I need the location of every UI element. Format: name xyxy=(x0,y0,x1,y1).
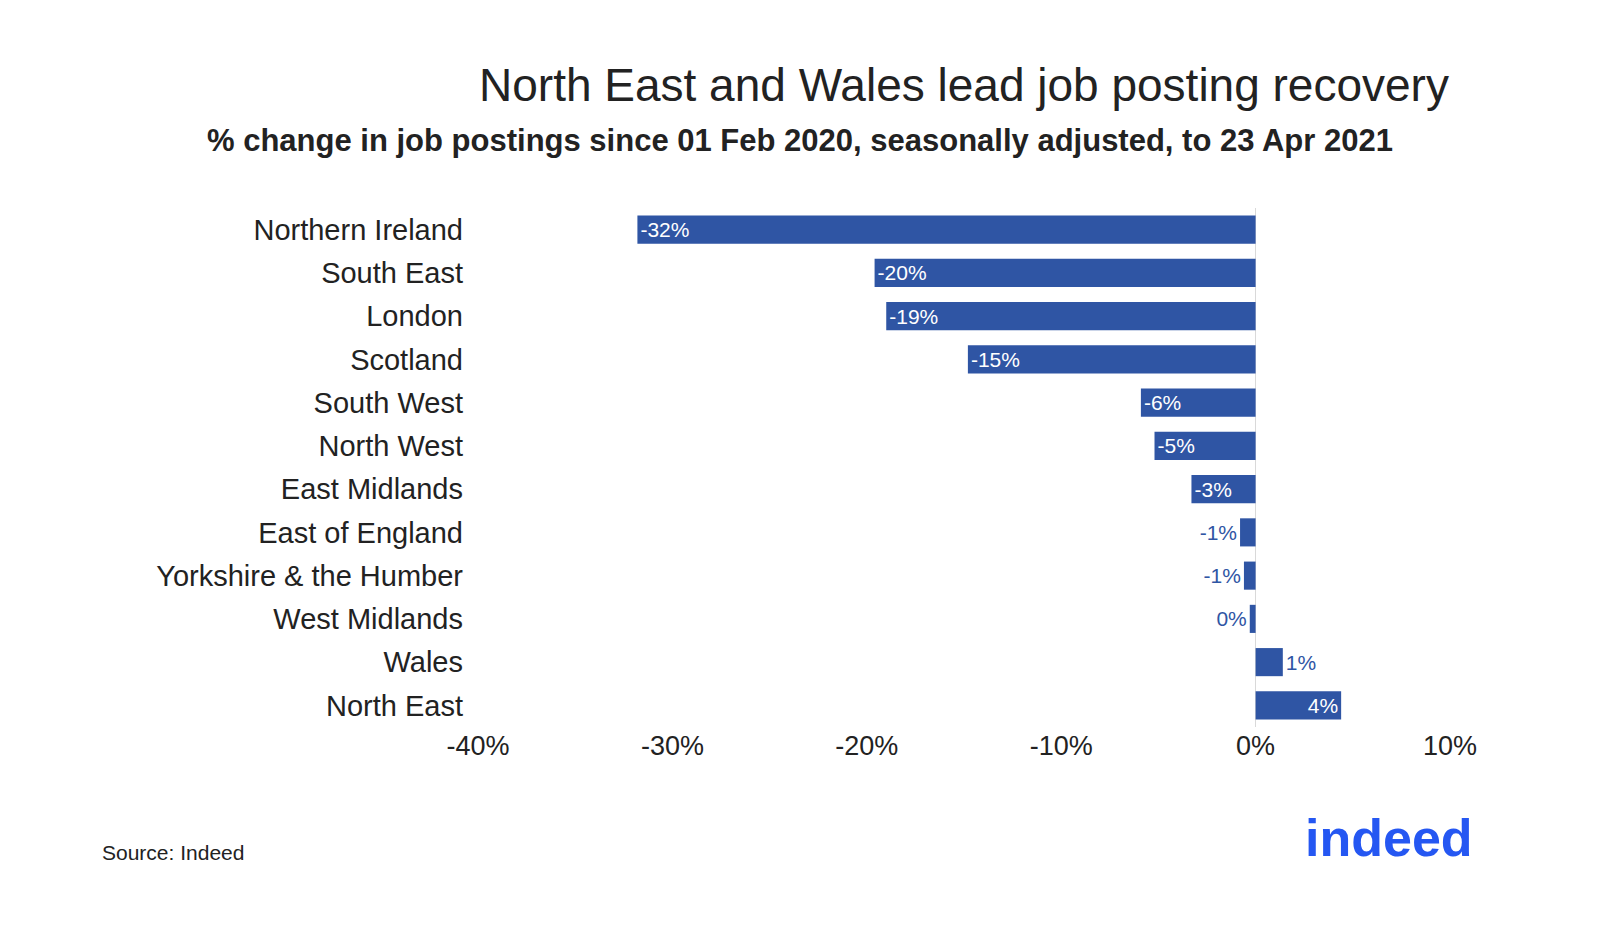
svg-text:East of England: East of England xyxy=(258,517,463,549)
svg-text:-10%: -10% xyxy=(1030,731,1093,761)
svg-text:-32%: -32% xyxy=(640,218,689,241)
svg-text:10%: 10% xyxy=(1423,731,1477,761)
svg-text:East Midlands: East Midlands xyxy=(281,473,463,505)
svg-text:-40%: -40% xyxy=(446,731,509,761)
svg-text:-1%: -1% xyxy=(1200,521,1237,544)
svg-text:-20%: -20% xyxy=(878,261,927,284)
svg-text:4%: 4% xyxy=(1308,694,1338,717)
svg-text:West Midlands: West Midlands xyxy=(273,603,463,635)
svg-text:South East: South East xyxy=(321,257,463,289)
svg-text:0%: 0% xyxy=(1216,607,1246,630)
svg-text:0%: 0% xyxy=(1236,731,1275,761)
svg-text:-15%: -15% xyxy=(971,348,1020,371)
svg-text:Northern Ireland: Northern Ireland xyxy=(253,214,463,246)
svg-text:Yorkshire & the Humber: Yorkshire & the Humber xyxy=(156,560,463,592)
svg-text:London: London xyxy=(366,300,463,332)
svg-text:-1%: -1% xyxy=(1204,564,1241,587)
svg-text:Source: Indeed: Source: Indeed xyxy=(102,841,244,864)
svg-text:-3%: -3% xyxy=(1194,478,1231,501)
svg-text:-20%: -20% xyxy=(835,731,898,761)
svg-text:North East and Wales lead job: North East and Wales lead job posting re… xyxy=(479,59,1449,111)
svg-text:-5%: -5% xyxy=(1158,434,1195,457)
svg-text:North West: North West xyxy=(318,430,463,462)
svg-text:-19%: -19% xyxy=(889,305,938,328)
svg-text:South West: South West xyxy=(314,387,463,419)
svg-text:North East: North East xyxy=(326,690,463,722)
svg-text:1%: 1% xyxy=(1286,651,1316,674)
svg-text:-30%: -30% xyxy=(641,731,704,761)
svg-text:Wales: Wales xyxy=(384,646,464,678)
svg-text:% change in job postings since: % change in job postings since 01 Feb 20… xyxy=(207,123,1393,158)
svg-text:indeed: indeed xyxy=(1305,809,1473,867)
svg-text:Scotland: Scotland xyxy=(350,344,463,376)
svg-text:-6%: -6% xyxy=(1144,391,1181,414)
